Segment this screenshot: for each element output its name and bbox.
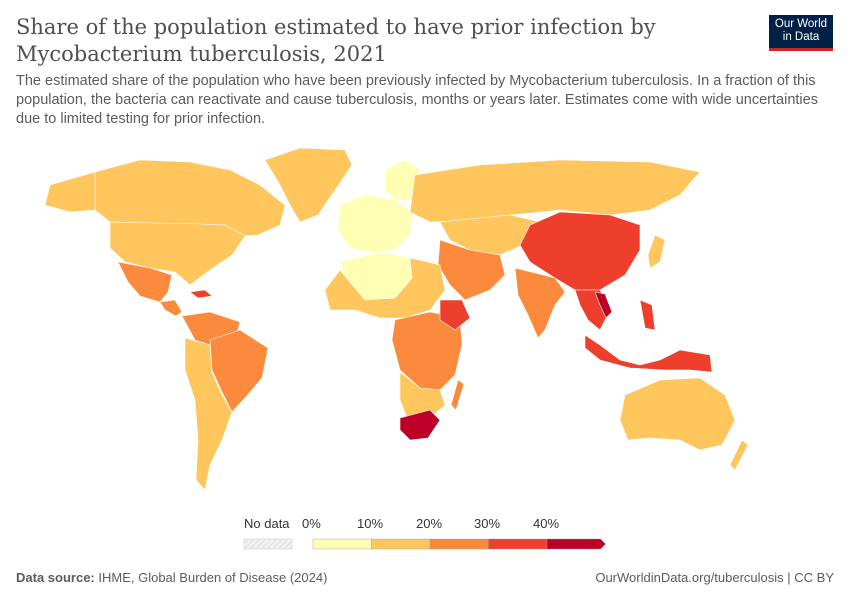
owid-logo[interactable]: Our World in Data: [769, 15, 833, 51]
region-russia[interactable]: [409, 159, 701, 223]
region-central-asia[interactable]: [439, 214, 541, 256]
region-madagascar[interactable]: [450, 379, 465, 411]
chart-subtitle: The estimated share of the population wh…: [16, 73, 818, 127]
region-alaska[interactable]: [44, 171, 96, 213]
legend-bin-label: 40%: [533, 516, 560, 531]
region-japan[interactable]: [647, 234, 666, 269]
region-new-zealand[interactable]: [729, 439, 749, 471]
legend-no-data-label: No data: [244, 516, 290, 531]
legend-bin-swatch[interactable]: [371, 538, 431, 550]
legend-bin-label: 20%: [416, 516, 443, 531]
legend-bin-label: 0%: [302, 516, 321, 531]
region-brazil[interactable]: [209, 329, 269, 413]
legend-bin-swatch[interactable]: [488, 538, 548, 550]
world-map[interactable]: [0, 140, 850, 510]
region-europe[interactable]: [337, 194, 413, 253]
region-southern-africa[interactable]: [399, 371, 446, 421]
source-label: Data source:: [16, 570, 95, 585]
region-china[interactable]: [519, 211, 641, 291]
region-egypt-sahel[interactable]: [324, 257, 446, 319]
region-mexico[interactable]: [117, 261, 173, 303]
footer-source: Data source: IHME, Global Burden of Dise…: [16, 570, 327, 585]
region-andes[interactable]: [184, 337, 233, 491]
legend-no-data-swatch: [243, 538, 293, 550]
legend-bin-swatch[interactable]: [429, 538, 489, 550]
region-australia[interactable]: [619, 377, 736, 451]
region-greenland[interactable]: [264, 147, 353, 223]
chart-title: Share of the population estimated to hav…: [16, 15, 656, 66]
source-text: IHME, Global Burden of Disease (2024): [98, 570, 328, 585]
region-caribbean[interactable]: [189, 289, 213, 299]
legend-swatches: [243, 538, 606, 550]
region-ethiopia[interactable]: [439, 299, 471, 331]
legend-bin-label: 30%: [474, 516, 501, 531]
region-philippines[interactable]: [639, 299, 656, 331]
region-middle-east[interactable]: [437, 239, 506, 301]
region-scandinavia[interactable]: [384, 159, 421, 201]
region-south-africa[interactable]: [399, 409, 441, 441]
region-indonesia[interactable]: [584, 334, 713, 373]
legend-bin-swatch[interactable]: [312, 538, 372, 550]
footer-link[interactable]: OurWorldinData.org/tuberculosis | CC BY: [595, 570, 834, 585]
region-usa[interactable]: [109, 221, 246, 286]
region-canada[interactable]: [79, 159, 286, 237]
region-vietnam[interactable]: [594, 291, 613, 319]
legend-bin-swatch[interactable]: [546, 538, 606, 550]
region-india[interactable]: [514, 267, 566, 339]
legend-bin-label: 10%: [357, 516, 384, 531]
region-central-america[interactable]: [159, 299, 183, 317]
